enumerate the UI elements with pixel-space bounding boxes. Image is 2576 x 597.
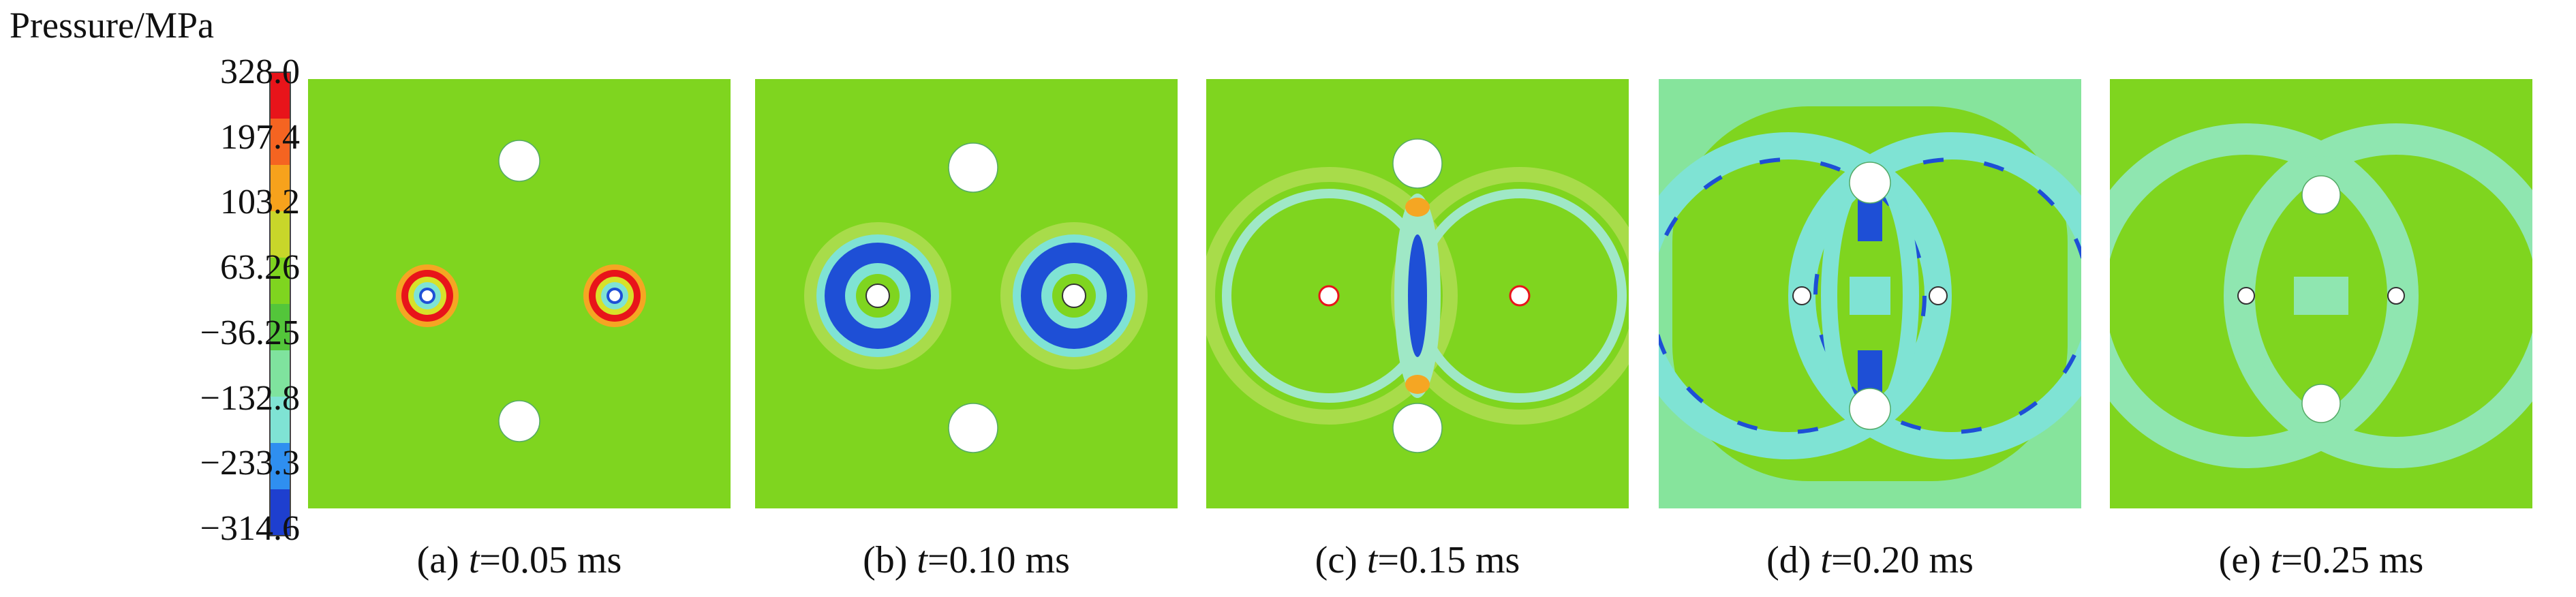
- colorbar-segment: [270, 211, 290, 258]
- borehole: [948, 142, 998, 193]
- time-value: =0.15 ms: [1377, 539, 1520, 581]
- colorbar-segment: [270, 397, 290, 444]
- borehole: [1929, 286, 1948, 305]
- colorbar-segment: [270, 119, 290, 166]
- pressure-zone: [1850, 277, 1890, 315]
- colorbar-tick-label: −36.25: [200, 313, 300, 352]
- time-value: =0.10 ms: [927, 539, 1070, 581]
- wave-front: [1206, 167, 1458, 425]
- simulation-panel: [1659, 79, 2081, 508]
- time-variable: t: [917, 539, 927, 581]
- panel-label: (d): [1766, 539, 1821, 581]
- panel-caption: (e) t=0.25 ms: [2219, 538, 2424, 582]
- borehole: [1392, 138, 1443, 189]
- time-variable: t: [2270, 539, 2282, 581]
- borehole: [1792, 286, 1811, 305]
- borehole: [2301, 384, 2341, 423]
- simulation-panel: [308, 79, 731, 508]
- borehole: [609, 290, 620, 301]
- pressure-zone: [1405, 375, 1430, 394]
- colorbar-tick-label: 197.4: [220, 117, 300, 157]
- panel-label: (e): [2218, 539, 2271, 581]
- colorbar-tick-label: 103.2: [220, 183, 300, 222]
- borehole: [498, 140, 540, 182]
- pressure-zone: [2294, 277, 2348, 315]
- colorbar: [269, 72, 291, 536]
- borehole: [2237, 287, 2255, 305]
- panel-label: (c): [1315, 539, 1367, 581]
- colorbar-tick-label: 328.0: [220, 52, 300, 91]
- colorbar-segment: [270, 304, 290, 351]
- borehole: [422, 290, 433, 301]
- colorbar-segment: [270, 489, 290, 536]
- borehole: [1849, 388, 1891, 430]
- time-variable: t: [1366, 539, 1378, 581]
- simulation-panel: [1206, 79, 1629, 508]
- colorbar-segment: [270, 165, 290, 212]
- borehole: [1062, 284, 1086, 308]
- colorbar-tick-label: −233.3: [200, 444, 300, 483]
- borehole: [1318, 285, 1340, 307]
- borehole: [1392, 403, 1443, 453]
- panel-caption: (a) t=0.05 ms: [417, 538, 622, 582]
- wave-front: [1659, 157, 1927, 434]
- pressure-zone: [1408, 234, 1427, 357]
- simulation-panel: [2110, 79, 2532, 508]
- time-variable: t: [1820, 539, 1831, 581]
- time-variable: t: [468, 539, 480, 581]
- borehole: [865, 284, 890, 308]
- colorbar-tick-label: 63.26: [220, 248, 300, 288]
- colorbar-segment: [270, 350, 290, 397]
- legend-title: Pressure/MPa: [10, 5, 214, 46]
- colorbar-segment: [270, 72, 290, 119]
- colorbar-segment: [270, 258, 290, 305]
- borehole: [2387, 287, 2405, 305]
- colorbar-tick-label: −314.6: [200, 509, 300, 548]
- colorbar-tick-label: −132.8: [200, 378, 300, 418]
- colorbar-frame: [269, 72, 291, 536]
- borehole: [498, 400, 540, 442]
- simulation-panel: [755, 79, 1178, 508]
- panel-label: (b): [863, 539, 917, 581]
- time-value: =0.05 ms: [479, 539, 622, 581]
- borehole: [2301, 175, 2341, 215]
- borehole: [948, 403, 998, 453]
- time-value: =0.20 ms: [1830, 539, 1974, 581]
- time-value: =0.25 ms: [2281, 539, 2424, 581]
- pressure-zone: [1405, 198, 1430, 217]
- borehole: [1849, 162, 1891, 204]
- panel-caption: (b) t=0.10 ms: [863, 538, 1070, 582]
- panel-caption: (c) t=0.15 ms: [1315, 538, 1520, 582]
- borehole: [1509, 285, 1531, 307]
- colorbar-segment: [270, 443, 290, 490]
- panel-caption: (d) t=0.20 ms: [1766, 538, 1974, 582]
- panel-label: (a): [416, 539, 469, 581]
